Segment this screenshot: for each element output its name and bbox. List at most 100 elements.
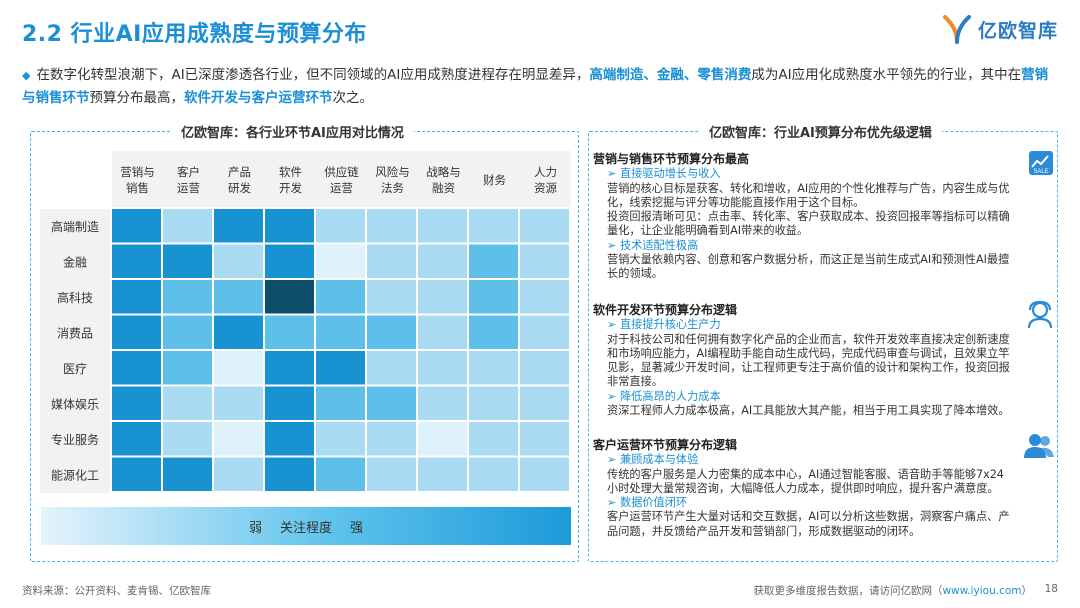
- intro-highlight-3: 软件开发与客户运营环节: [184, 90, 333, 106]
- more-data-note: 获取更多维度报告数据，请访问亿欧网（www.iyiou.com）: [753, 583, 1032, 598]
- heatmap-cell: [418, 280, 467, 314]
- more-data-text: 获取更多维度报告数据，请访问亿欧网（: [753, 585, 943, 597]
- column-label: 客户运营: [177, 165, 200, 195]
- section-heading: 软件开发环节预算分布逻辑: [593, 303, 738, 317]
- heatmap-cell: [265, 386, 314, 420]
- heatmap-cell: [163, 280, 212, 314]
- section-subheading: 直接驱动增长与收入: [593, 167, 1013, 181]
- heatmap-cell: [316, 209, 365, 243]
- heatmap-cell: [367, 386, 416, 420]
- heatmap-cell: [469, 422, 518, 456]
- section-marketing: 营销与销售环节预算分布最高 直接驱动增长与收入 营销的核心目标是获客、转化和增收…: [593, 152, 1013, 282]
- heatmap-cell: [520, 280, 569, 314]
- section-subheading: 直接提升核心生产力: [593, 318, 1013, 332]
- section-text: 传统的客户服务是人力密集的成本中心，AI通过智能客服、语音助手等能够7x24小时…: [607, 467, 1004, 495]
- legend-title: 关注程度: [279, 520, 332, 536]
- heatmap-cell: [316, 351, 365, 385]
- intro-text-1: 在数字化转型浪潮下，AI已深度渗透各行业，但不同领域的AI应用成熟度进程存在明显…: [36, 67, 590, 83]
- heatmap-cell: [112, 315, 161, 349]
- heatmap-cell: [163, 422, 212, 456]
- heatmap-cell: [265, 315, 314, 349]
- heatmap-cell: [163, 457, 212, 491]
- logo-text: 亿欧智库: [977, 19, 1058, 42]
- heatmap-cell: [418, 315, 467, 349]
- heatmap-cell: [112, 422, 161, 456]
- heatmap-cell: [112, 386, 161, 420]
- heatmap-cell: [214, 280, 263, 314]
- column-label: 人力资源: [534, 166, 557, 195]
- heatmap-cell: [316, 457, 365, 491]
- heatmap-cell: [520, 422, 569, 456]
- section-heading: 营销与销售环节预算分布最高: [593, 152, 750, 166]
- row-label: 高科技: [57, 290, 93, 305]
- heatmap-cell: [418, 422, 467, 456]
- intro-paragraph: ◆ 在数字化转型浪潮下，AI已深度渗透各行业，但不同领域的AI应用成熟度进程存在明…: [22, 64, 1052, 109]
- heatmap-cell: [367, 351, 416, 385]
- heatmap-cell: [316, 244, 365, 278]
- intro-text-2: 成为AI应用化成熟度水平领先的行业，其中在: [751, 67, 1022, 83]
- row-label: 消费品: [57, 326, 93, 340]
- heatmap-rowlabel-bg: [40, 209, 110, 493]
- diamond-bullet-icon: ◆: [22, 69, 31, 82]
- heatmap-cell: [367, 280, 416, 314]
- section-subheading: 技术适配性极高: [593, 239, 1013, 253]
- heatmap-cell: [469, 386, 518, 420]
- heatmap-cell: [163, 315, 212, 349]
- heatmap-cell: [112, 244, 161, 278]
- section-text: 营销大量依赖内容、创意和客户数据分析，而这正是当前生成式AI和预测性AI最擅长的…: [607, 253, 1010, 281]
- developer-icon: [1027, 300, 1053, 329]
- row-label: 金融: [63, 254, 87, 269]
- brand-logo: 亿欧智库: [942, 14, 1058, 44]
- heatmap-cell: [163, 386, 212, 420]
- heatmap-cell: [112, 280, 161, 314]
- heatmap-cell: [469, 209, 518, 243]
- intro-highlight-1: 高端制造、金融、零售消费: [589, 67, 752, 83]
- column-label: 软件开发: [279, 165, 302, 195]
- heatmap-cell: [469, 244, 518, 278]
- logo-mark-icon: [942, 15, 971, 44]
- heatmap-cell: [265, 351, 314, 385]
- legend-low-label: 弱: [248, 520, 262, 536]
- column-label: 财务: [483, 173, 506, 187]
- heatmap-cell: [418, 386, 467, 420]
- column-label: 供应链运营: [324, 165, 359, 195]
- website-link[interactable]: www.iyiou.com: [942, 585, 1022, 597]
- intro-highlight-2: 营销与销售环节: [22, 67, 1049, 106]
- column-label: 营销与销售: [120, 165, 155, 195]
- heatmap-cell: [214, 351, 263, 385]
- heatmap-cell: [112, 457, 161, 491]
- heatmap-cell: [367, 244, 416, 278]
- section-text: 对于科技公司和任何拥有数字化产品的企业而言，软件开发效率直接决定创新速度和市场响…: [607, 332, 1010, 389]
- heatmap-cell: [316, 422, 365, 456]
- row-label: 能源化工: [51, 468, 99, 482]
- heatmap-cell: [214, 244, 263, 278]
- heatmap-cell: [316, 280, 365, 314]
- users-icon: [1024, 434, 1054, 458]
- heatmap-cell: [265, 280, 314, 314]
- section-subheading: 数据价值闭环: [593, 496, 1013, 510]
- section-subheading: 降低高昂的人力成本: [593, 390, 1013, 404]
- column-label: 风险与法务: [375, 165, 410, 195]
- heatmap-cell: [469, 351, 518, 385]
- row-label: 媒体娱乐: [51, 397, 99, 411]
- heatmap-cell: [367, 422, 416, 456]
- section-customer: 客户运营环节预算分布逻辑 兼顾成本与体验 传统的客户服务是人力密集的成本中心，A…: [593, 438, 1013, 539]
- source-note: 资料来源：公开资料、麦肯锡、亿欧智库: [22, 585, 211, 597]
- heatmap-cell: [316, 386, 365, 420]
- legend-high-label: 强: [350, 520, 364, 536]
- heatmap-cell: [265, 422, 314, 456]
- heatmap-cell: [520, 351, 569, 385]
- heatmap-cell: [469, 315, 518, 349]
- heatmap-cell: [520, 386, 569, 420]
- section-subheading: 兼顾成本与体验: [593, 453, 1013, 467]
- heatmap-cell: [214, 209, 263, 243]
- more-data-close: ）: [1021, 585, 1033, 597]
- heatmap-cell: [112, 209, 161, 243]
- row-label: 医疗: [63, 362, 87, 376]
- column-label: 战略与融资: [426, 165, 461, 195]
- section-software: 软件开发环节预算分布逻辑 直接提升核心生产力 对于科技公司和任何拥有数字化产品的…: [593, 303, 1013, 418]
- section-text: 投资回报清晰可见：点击率、转化率、客户获取成本、投资回报率等指标可以精确量化，让…: [607, 210, 1010, 238]
- heatmap-cell: [520, 209, 569, 243]
- intro-text-4: 次之。: [332, 90, 374, 106]
